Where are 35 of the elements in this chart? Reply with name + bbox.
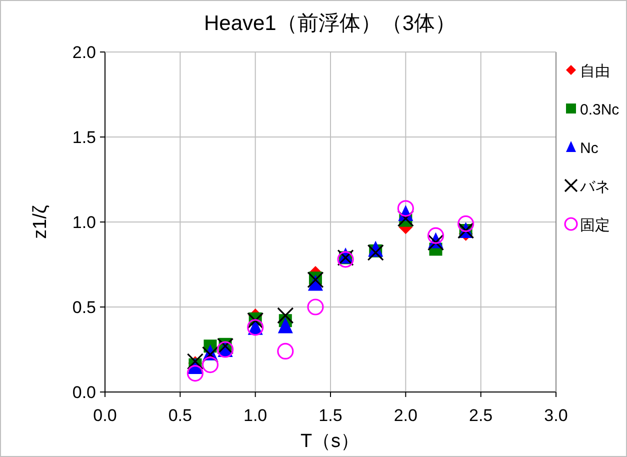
x-tick-label: 1.0 — [244, 406, 268, 425]
legend-label: Nc — [580, 140, 599, 157]
point — [277, 342, 294, 360]
point — [216, 338, 234, 354]
y-tick-label: 1.0 — [72, 213, 96, 232]
x-tick-label: 2.0 — [394, 406, 418, 425]
point — [202, 356, 219, 374]
point — [278, 317, 293, 334]
y-axis-title: z1/ζ — [30, 204, 51, 239]
point — [186, 365, 204, 382]
y-tick-label: 1.5 — [72, 128, 96, 147]
y-tick-label: 0.5 — [72, 298, 96, 317]
y-tick-label: 2.0 — [72, 43, 96, 62]
point — [247, 312, 264, 329]
point — [397, 210, 414, 227]
x-tick-label: 1.5 — [318, 406, 342, 425]
x-tick-label: 2.5 — [469, 406, 493, 425]
x-tick-label: 3.0 — [544, 406, 568, 425]
x-tick-label: 0.0 — [93, 406, 117, 425]
point — [307, 298, 324, 316]
point — [397, 200, 414, 217]
chart-title: Heave1（前浮体）（3体） — [204, 12, 456, 35]
point — [367, 244, 384, 261]
point — [427, 227, 444, 244]
point — [186, 353, 204, 370]
x-tick-label: 0.5 — [168, 406, 192, 425]
point — [307, 272, 324, 288]
legend-label: 0.3Nc — [580, 102, 620, 118]
point — [277, 307, 294, 324]
y-tick-label: 0.0 — [72, 383, 96, 402]
legend-label: 固定 — [580, 217, 610, 234]
legend-label: 自由 — [580, 63, 610, 80]
x-axis-title: T（s） — [300, 431, 360, 452]
point — [458, 215, 474, 232]
legend-label: バネ — [579, 178, 610, 196]
